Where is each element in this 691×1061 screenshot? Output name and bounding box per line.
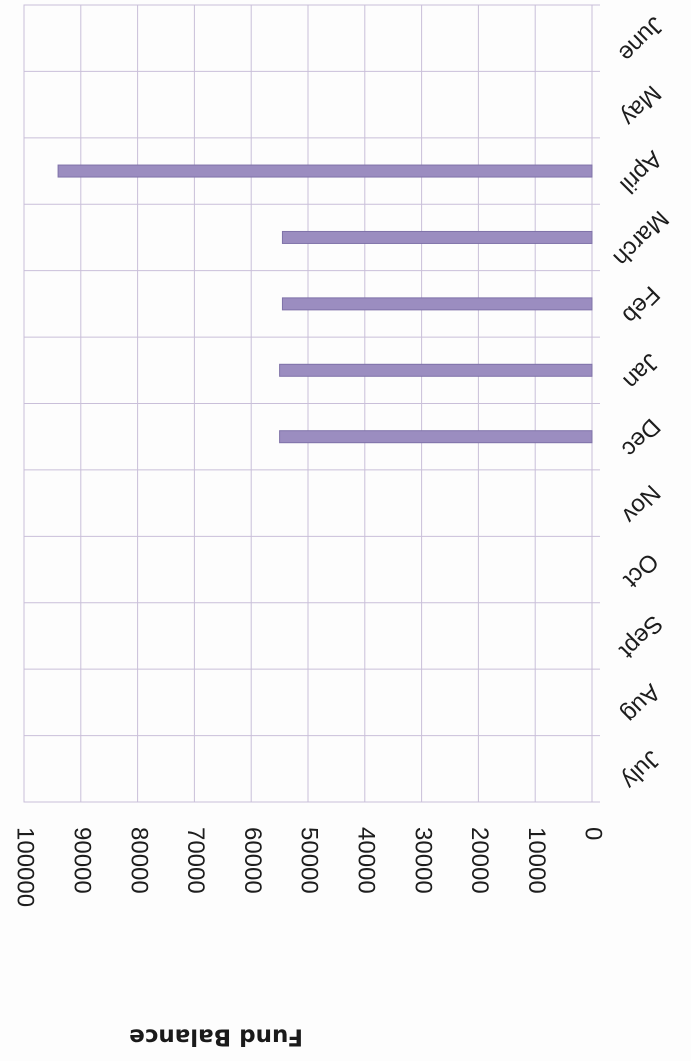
chart-gridlines	[23, 4, 600, 803]
category-tick-label: Feb	[617, 281, 665, 329]
value-tick-label: 70000	[182, 827, 209, 894]
value-tick-label: 60000	[239, 827, 266, 894]
value-tick-label: 90000	[68, 827, 95, 894]
category-tick-labels: July Aug Sept Oct Nov Dec Jan Feb March April May J…	[608, 11, 674, 794]
category-tick-label: May	[615, 80, 666, 131]
bar-april	[57, 164, 593, 178]
bar-feb	[281, 297, 593, 311]
category-tick-label: March	[608, 205, 674, 271]
category-tick-label: Sept	[614, 610, 668, 664]
category-tick-label: June	[613, 11, 669, 67]
value-tick-label: 20000	[466, 827, 493, 894]
chart-bars	[57, 164, 593, 444]
value-tick-label: 40000	[352, 827, 379, 894]
bar-jan	[279, 363, 593, 377]
value-tick-label: 80000	[125, 827, 152, 894]
category-tick-label: Aug	[616, 679, 665, 728]
bar-dec	[279, 430, 593, 444]
category-tick-label: Dec	[616, 413, 665, 462]
value-tick-label: 10000	[523, 827, 550, 894]
value-tick-label: 50000	[296, 827, 323, 894]
value-tick-label: 30000	[409, 827, 436, 894]
value-tick-label: 0	[580, 827, 607, 840]
value-tick-label: 100000	[12, 827, 39, 907]
category-tick-label: July	[616, 745, 665, 794]
category-tick-label: Nov	[616, 479, 665, 528]
category-tick-label: April	[614, 145, 667, 198]
category-tick-label: Oct	[618, 548, 664, 594]
bar-march	[281, 230, 593, 244]
y-axis-title: Fund Balance	[129, 1024, 303, 1050]
value-tick-labels: 0 10000 20000 30000 40000 50000 60000 70000 8000…	[12, 827, 607, 907]
category-tick-label: Jan	[618, 348, 664, 394]
